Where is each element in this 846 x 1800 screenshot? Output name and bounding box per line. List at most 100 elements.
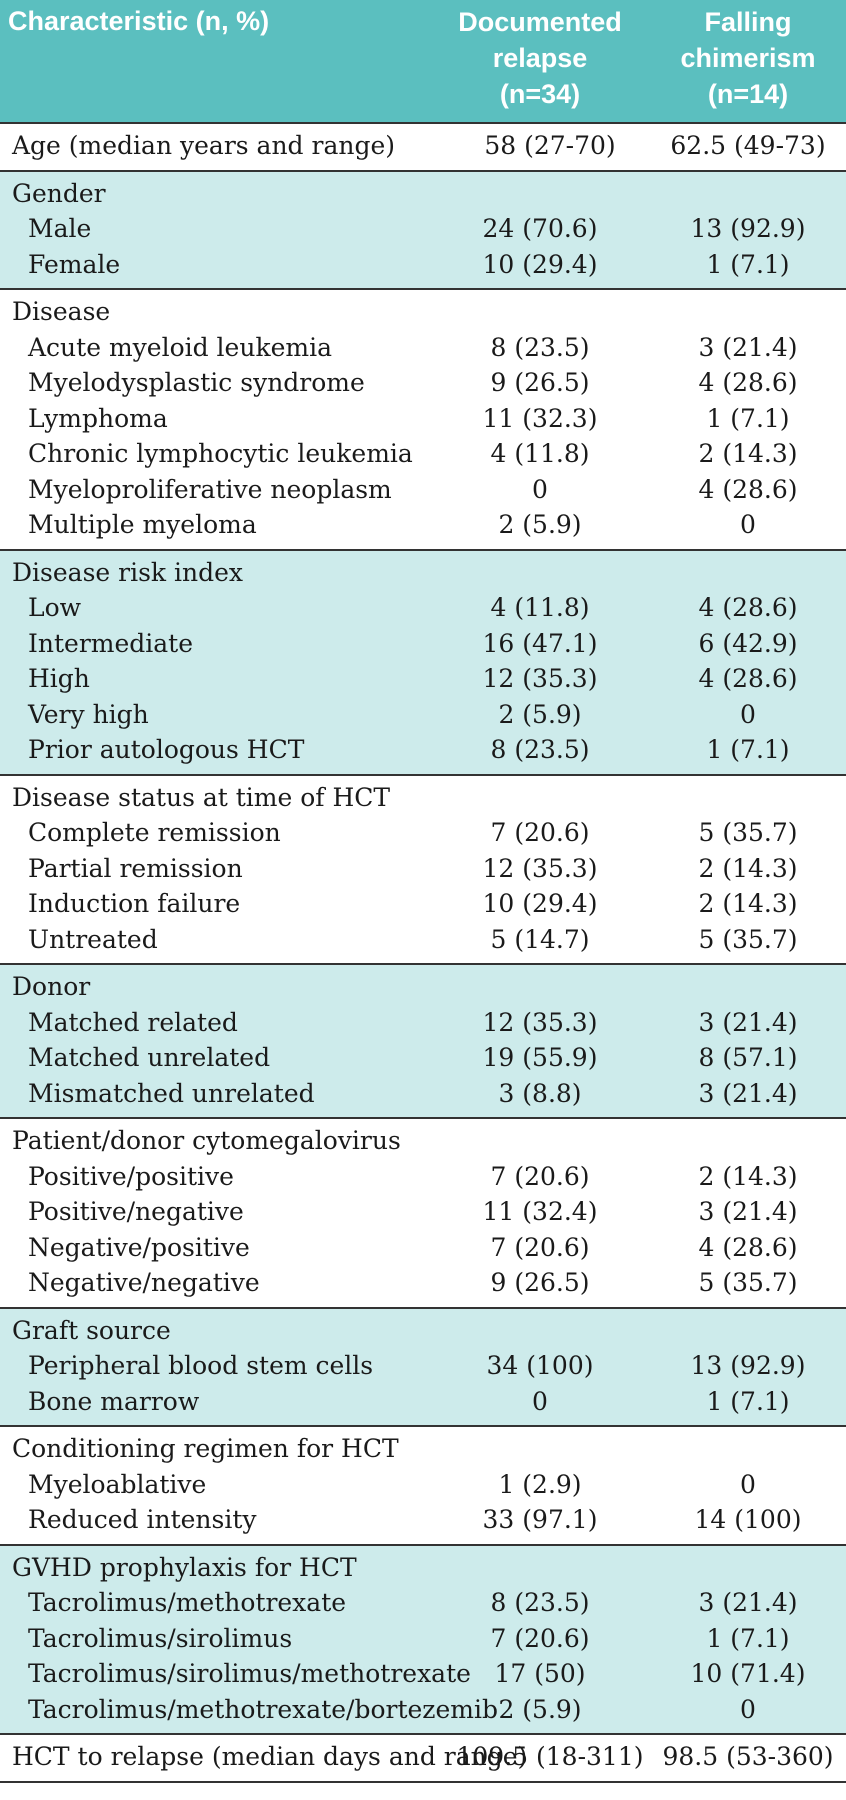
header-col2-line: (n=14) [707, 79, 789, 109]
header-col1-line: relapse [492, 43, 588, 73]
table-row: Untreated 5 (14.7) 5 (35.7) [0, 922, 846, 958]
row-label: Prior autologous HCT [28, 735, 305, 764]
falling-chimerism-value: 5 (35.7) [698, 1268, 798, 1297]
falling-chimerism-value: 0 [740, 699, 756, 729]
documented-relapse-value: 12 (35.3) [482, 1007, 598, 1037]
documented-relapse-value: 16 (47.1) [482, 628, 598, 658]
group-title: Age (median years and range) [12, 131, 396, 160]
falling-chimerism-value: 3 (21.4) [698, 1078, 798, 1108]
falling-chimerism-value: 1 (7.1) [706, 1386, 790, 1416]
table-row: Acute myeloid leukemia 8 (23.5) 3 (21.4) [0, 330, 846, 366]
row-label: Bone marrow [28, 1386, 200, 1416]
table-row: Low 4 (11.8) 4 (28.6) [0, 590, 846, 626]
row-label: Acute myeloid leukemia [28, 332, 333, 362]
table-row: Complete remission 7 (20.6) 5 (35.7) [0, 815, 846, 851]
documented-relapse-value: 5 (14.7) [490, 924, 590, 954]
documented-relapse-value: 11 (32.4) [482, 1197, 598, 1226]
falling-chimerism-value: 14 (100) [694, 1505, 802, 1534]
documented-relapse-value: 7 (20.6) [490, 1623, 590, 1653]
documented-relapse-value: 7 (20.6) [490, 1161, 590, 1191]
falling-chimerism-value: 10 (71.4) [690, 1659, 806, 1688]
documented-relapse-value: 9 (26.5) [490, 1268, 590, 1297]
table-row: Partial remission 12 (35.3) 2 (14.3) [0, 851, 846, 887]
row-label: Peripheral blood stem cells [28, 1351, 374, 1380]
documented-relapse-value: 0 [532, 474, 548, 504]
documented-relapse-value: 0 [532, 1386, 548, 1416]
header-col2-line: Falling [704, 7, 792, 37]
documented-relapse-value: 33 (97.1) [482, 1505, 598, 1534]
header-characteristic: Characteristic (n, %) [8, 6, 270, 36]
falling-chimerism-value: 3 (21.4) [698, 1197, 798, 1226]
row-label: High [28, 664, 90, 693]
table-group: Age (median years and range) 58 (27-70) 62… [0, 122, 846, 170]
documented-relapse-value: 10 (29.4) [482, 249, 598, 279]
table-group: Disease risk index Low 4 (11.8) 4 (28.6) Int… [0, 548, 846, 774]
falling-chimerism-value: 62.5 (49-73) [670, 131, 826, 160]
table-row: Tacrolimus/sirolimus 7 (20.6) 1 (7.1) [0, 1621, 846, 1657]
group-title: Patient/donor cytomegalovirus [12, 1126, 401, 1155]
falling-chimerism-value: 2 (14.3) [698, 1161, 798, 1191]
falling-chimerism-value: 1 (7.1) [706, 735, 790, 764]
table-row: Positive/positive 7 (20.6) 2 (14.3) [0, 1159, 846, 1195]
table-row: Myeloproliferative neoplasm 0 4 (28.6) [0, 472, 846, 508]
row-label: Mismatched unrelated [28, 1078, 315, 1108]
row-label: Negative/negative [28, 1268, 260, 1297]
row-label: Chronic lymphocytic leukemia [28, 439, 413, 468]
falling-chimerism-value: 1 (7.1) [706, 1623, 790, 1653]
row-label: Tacrolimus/sirolimus/methotrexate [28, 1659, 471, 1688]
row-label: Positive/negative [28, 1197, 244, 1226]
row-label: Untreated [28, 924, 158, 954]
documented-relapse-value: 7 (20.6) [490, 818, 590, 847]
header-col1-line: (n=34) [499, 79, 581, 109]
falling-chimerism-value: 2 (14.3) [698, 853, 798, 883]
table-row: High 12 (35.3) 4 (28.6) [0, 661, 846, 697]
table-row: Myeloablative 1 (2.9) 0 [0, 1467, 846, 1503]
table-row: Male 24 (70.6) 13 (92.9) [0, 211, 846, 247]
falling-chimerism-value: 0 [740, 1694, 756, 1724]
table-bottom-rule [0, 1780, 846, 1783]
row-label: Female [28, 249, 121, 279]
falling-chimerism-value: 1 (7.1) [706, 249, 790, 279]
row-label: Partial remission [28, 853, 243, 883]
group-title: Graft source [12, 1315, 171, 1345]
group-header-row: Conditioning regimen for HCT [0, 1431, 846, 1467]
documented-relapse-value: 8 (23.5) [490, 1588, 590, 1617]
table-row: Lymphoma 11 (32.3) 1 (7.1) [0, 401, 846, 437]
row-label: Matched related [28, 1007, 238, 1037]
falling-chimerism-value: 3 (21.4) [698, 1007, 798, 1037]
table-header: Characteristic (n, %) Documented relapse… [0, 0, 846, 122]
table-row: Matched related 12 (35.3) 3 (21.4) [0, 1005, 846, 1041]
documented-relapse-value: 1 (2.9) [498, 1469, 582, 1499]
table-row: Very high 2 (5.9) 0 [0, 697, 846, 733]
row-label: Matched unrelated [28, 1043, 271, 1072]
table-group: GVHD prophylaxis for HCT Tacrolimus/metho… [0, 1543, 846, 1733]
falling-chimerism-value: 13 (92.9) [690, 1351, 806, 1380]
documented-relapse-value: 4 (11.8) [490, 593, 590, 622]
group-title: Disease status at time of HCT [12, 782, 391, 812]
group-header-row: Gender [0, 176, 846, 212]
documented-relapse-value: 34 (100) [486, 1351, 594, 1380]
documented-relapse-value: 109.5 (18-311) [456, 1742, 644, 1771]
falling-chimerism-value: 5 (35.7) [698, 818, 798, 847]
row-label: Tacrolimus/methotrexate/bortezemib [28, 1694, 498, 1724]
row-label: Tacrolimus/sirolimus [28, 1623, 293, 1653]
falling-chimerism-value: 98.5 (53-360) [662, 1742, 834, 1771]
documented-relapse-value: 2 (5.9) [498, 1694, 582, 1724]
falling-chimerism-value: 4 (28.6) [698, 368, 798, 397]
table-row: Tacrolimus/sirolimus/methotrexate 17 (50)… [0, 1656, 846, 1692]
group-header-row: Graft source [0, 1313, 846, 1349]
row-label: Positive/positive [28, 1161, 234, 1191]
falling-chimerism-value: 2 (14.3) [698, 889, 798, 918]
table-group: Gender Male 24 (70.6) 13 (92.9) Female 10 (29… [0, 169, 846, 288]
table-group: Patient/donor cytomegalovirus Positive/po… [0, 1117, 846, 1307]
group-header-row: Disease [0, 294, 846, 330]
falling-chimerism-value: 0 [740, 510, 756, 539]
documented-relapse-value: 24 (70.6) [482, 214, 598, 243]
table-row: Intermediate 16 (47.1) 6 (42.9) [0, 626, 846, 662]
table-row: Positive/negative 11 (32.4) 3 (21.4) [0, 1194, 846, 1230]
row-label: Multiple myeloma [28, 510, 257, 539]
row-label: Complete remission [28, 818, 281, 847]
falling-chimerism-value: 8 (57.1) [698, 1043, 798, 1072]
group-header-row: Disease status at time of HCT [0, 780, 846, 816]
table-row: Reduced intensity 33 (97.1) 14 (100) [0, 1502, 846, 1538]
